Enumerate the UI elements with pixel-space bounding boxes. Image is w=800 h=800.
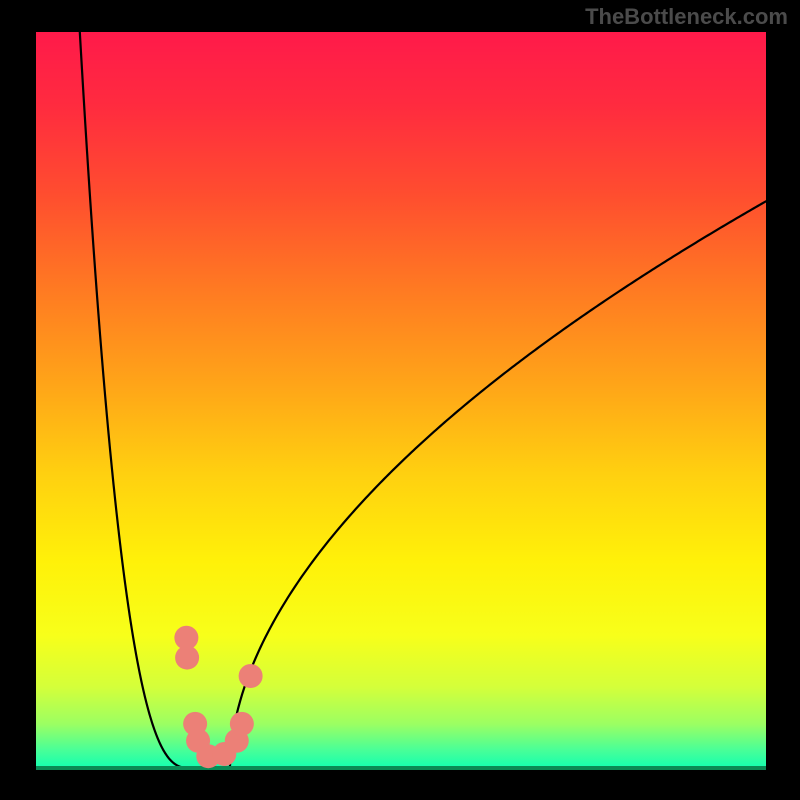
plot-background [36, 32, 766, 768]
bottleneck-chart [0, 0, 800, 800]
data-marker [175, 646, 199, 670]
data-marker [230, 712, 254, 736]
data-marker [239, 664, 263, 688]
watermark-text: TheBottleneck.com [585, 4, 788, 30]
chart-container: TheBottleneck.com [0, 0, 800, 800]
